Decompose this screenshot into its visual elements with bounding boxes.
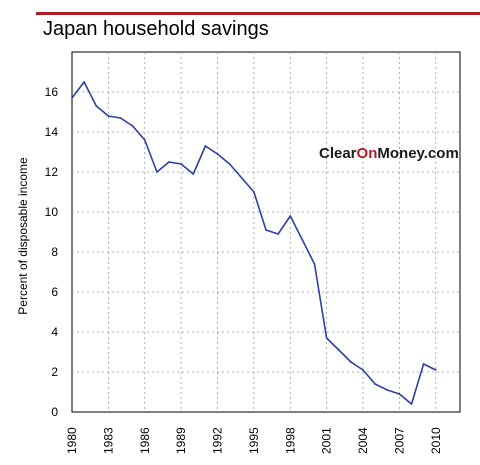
data-point	[131, 125, 134, 127]
x-tick-label: 2004	[356, 427, 370, 454]
data-point	[265, 229, 267, 231]
y-axis-label: Percent of disposable income	[16, 157, 30, 315]
data-point	[180, 163, 183, 165]
y-tick-label: 14	[45, 125, 59, 139]
data-point	[301, 239, 304, 241]
data-point	[434, 369, 437, 371]
plot-frame	[71, 51, 461, 413]
data-point	[143, 139, 146, 141]
data-point	[325, 337, 328, 339]
data-point	[204, 145, 207, 147]
x-tick-label: 1995	[247, 427, 261, 454]
data-point	[289, 215, 292, 217]
data-point	[398, 393, 401, 395]
data-point	[71, 97, 73, 99]
y-tick-label: 10	[45, 205, 59, 219]
data-point	[155, 171, 158, 173]
x-tick-label: 1983	[101, 427, 115, 454]
data-point	[107, 115, 110, 117]
x-tick-label: 1998	[283, 427, 297, 454]
data-point	[95, 105, 98, 107]
x-tick-label: 1992	[211, 427, 225, 454]
data-point	[349, 361, 352, 363]
data-point	[422, 363, 425, 365]
watermark: ClearOnMoney.com	[319, 145, 459, 162]
y-tick-label: 12	[45, 165, 59, 179]
x-tick-label: 1980	[65, 427, 79, 454]
data-point	[337, 349, 340, 351]
y-tick-label: 0	[51, 405, 58, 419]
data-point	[168, 161, 170, 163]
data-point	[313, 263, 316, 265]
chart-title: Japan household savings	[43, 18, 269, 40]
y-tick-label: 6	[51, 285, 58, 299]
data-point	[362, 369, 364, 371]
data-point	[119, 117, 122, 119]
y-tick-label: 8	[51, 245, 58, 259]
data-point	[240, 177, 243, 179]
data-point	[252, 191, 255, 193]
y-tick-label: 2	[51, 365, 58, 379]
data-point	[277, 233, 280, 235]
top-rule	[36, 12, 480, 15]
data-point	[410, 403, 413, 405]
x-tick-label: 2001	[320, 427, 334, 454]
data-point	[386, 389, 389, 391]
y-tick-label: 16	[45, 85, 59, 99]
watermark-part1: Clear	[319, 145, 357, 162]
data-point	[216, 153, 219, 155]
watermark-part3: Money.com	[377, 145, 458, 162]
data-point	[374, 383, 377, 385]
data-point	[83, 81, 86, 83]
x-tick-label: 2010	[429, 427, 443, 454]
y-tick-label: 4	[51, 325, 58, 339]
x-tick-label: 2007	[392, 427, 406, 454]
data-point	[192, 173, 195, 175]
x-tick-label: 1986	[138, 427, 152, 454]
watermark-part2: On	[357, 145, 378, 162]
x-tick-label: 1989	[174, 427, 188, 454]
data-point	[228, 163, 231, 165]
